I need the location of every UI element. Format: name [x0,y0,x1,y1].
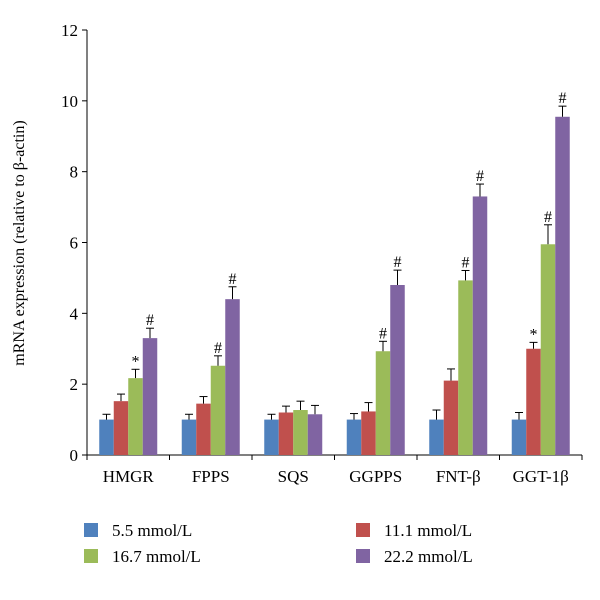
bar [210,365,226,455]
y-tick-label: 2 [70,375,79,394]
bar [375,351,391,455]
bar [113,401,129,455]
significance-mark: * [132,353,140,370]
significance-mark: # [559,90,567,107]
bar [181,419,197,455]
bar [278,412,294,455]
bar [225,299,240,455]
bar [472,196,488,456]
bar [458,280,473,455]
bars [99,116,570,456]
y-axis-label: mRNA expression (relative to β-actin) [11,120,28,365]
x-category-label: GGT-1β [513,467,569,486]
significance-annotations: * * # # # # # # # # # [132,90,567,370]
significance-mark: # [476,168,484,185]
bar [196,403,211,455]
bar [293,410,308,455]
bar [429,419,444,455]
x-category-label: HMGR [103,467,155,486]
bar [511,419,527,455]
y-axis: 0 2 4 6 8 10 12 [61,21,88,465]
y-tick-label: 0 [70,446,79,465]
y-tick-label: 4 [70,304,79,323]
y-tick-label: 12 [61,21,78,40]
bar [346,419,362,455]
significance-mark: # [544,209,552,226]
y-tick-label: 10 [61,92,78,111]
legend-label: 11.1 mmol/L [384,521,472,540]
significance-mark: # [214,340,222,357]
x-category-label: FNT-β [436,467,481,486]
legend: 5.5 mmol/L 11.1 mmol/L 16.7 mmol/L 22.2 mmo… [84,521,473,566]
significance-mark: # [229,271,237,288]
legend-swatch [84,549,98,563]
significance-mark: # [146,312,154,329]
error-bars [102,105,567,420]
legend-label: 16.7 mmol/L [112,547,201,566]
bar [128,378,143,455]
legend-swatch [84,523,98,537]
bar [264,419,279,455]
x-category-label: FPPS [192,467,230,486]
bar [443,380,459,455]
bar [142,338,158,455]
significance-mark: * [530,326,538,343]
legend-swatch [356,549,370,563]
legend-item: 11.1 mmol/L [356,521,472,540]
legend-item: 5.5 mmol/L [84,521,192,540]
legend-item: 22.2 mmol/L [356,547,473,566]
legend-swatch [356,523,370,537]
bar [526,348,541,455]
x-axis: HMGR FPPS SQS GGPPS FNT-β GGT-1β [86,454,583,486]
legend-item: 16.7 mmol/L [84,547,201,566]
y-tick-label: 6 [70,234,79,253]
x-category-label: GGPPS [349,467,402,486]
bar [555,116,570,455]
legend-label: 22.2 mmol/L [384,547,473,566]
x-category-label: SQS [278,467,309,486]
significance-mark: # [394,254,402,271]
significance-mark: # [379,325,387,342]
bar [361,411,376,455]
legend-label: 5.5 mmol/L [112,521,192,540]
bar [99,419,114,455]
bar [307,414,323,455]
bar [390,285,405,455]
bar [540,244,556,455]
y-tick-label: 8 [70,163,79,182]
significance-mark: # [462,254,470,271]
